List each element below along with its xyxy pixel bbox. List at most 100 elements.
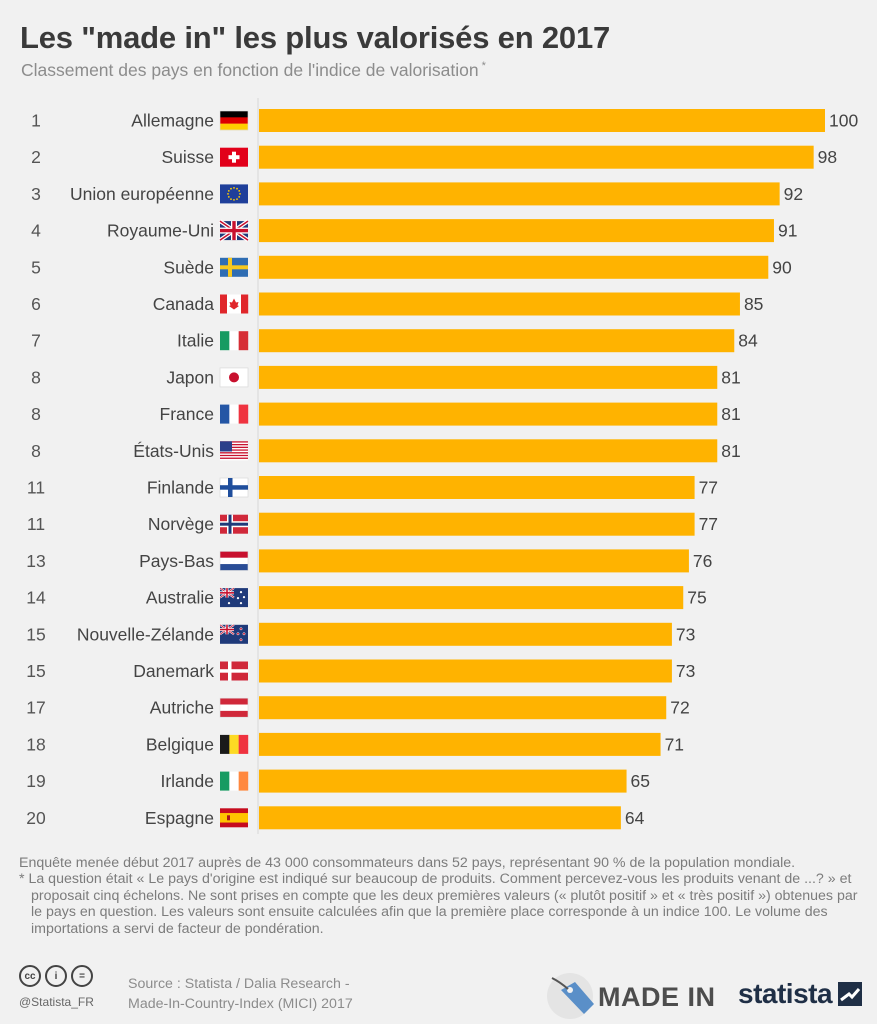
- rank-label: 6: [31, 294, 41, 314]
- bar: [259, 476, 695, 499]
- value-label: 64: [625, 808, 645, 828]
- norway-flag-icon: [220, 514, 248, 534]
- category-label: Autriche: [150, 698, 214, 718]
- value-label: 77: [699, 478, 718, 498]
- source-note: Source : Statista / Dalia Research - Mad…: [128, 974, 353, 1014]
- rank-label: 2: [31, 147, 41, 167]
- rank-label: 8: [31, 441, 41, 461]
- category-label: Japon: [166, 367, 214, 387]
- category-label: Italie: [177, 331, 214, 351]
- category-label: Canada: [153, 294, 215, 314]
- category-label: Irlande: [160, 771, 214, 791]
- category-label: Norvège: [148, 514, 214, 534]
- rank-label: 3: [31, 184, 41, 204]
- rank-label: 11: [27, 514, 45, 534]
- usa-flag-icon: [220, 441, 248, 461]
- bar: [259, 402, 718, 426]
- price-tag-icon: [547, 973, 594, 1019]
- bar: [259, 109, 825, 132]
- new-zealand-flag-icon: [219, 623, 248, 644]
- no-derivatives-icon: =: [71, 965, 93, 987]
- chart-subtitle: Classement des pays en fonction de l'ind…: [21, 60, 486, 81]
- rank-label: 8: [31, 367, 41, 387]
- bar: [259, 255, 769, 279]
- bar: [259, 512, 695, 536]
- rank-label: 17: [26, 698, 45, 718]
- finland-flag-icon: [219, 477, 249, 498]
- category-label: Belgique: [146, 734, 214, 754]
- rank-label: 19: [26, 771, 45, 791]
- value-label: 73: [676, 661, 695, 681]
- value-label: 90: [772, 257, 792, 277]
- rank-label: 14: [26, 588, 46, 608]
- switzerland-flag-icon: [220, 147, 248, 167]
- statista-logo[interactable]: statista: [738, 978, 863, 1010]
- japan-flag-icon: [219, 367, 249, 388]
- netherlands-flag-icon: [219, 551, 249, 571]
- category-label: Pays-Bas: [139, 551, 214, 571]
- creative-commons-icon: cc: [19, 965, 41, 987]
- value-label: 81: [721, 404, 740, 424]
- made-in-label: MADE IN: [598, 982, 716, 1012]
- twitter-handle: @Statista_FR: [19, 995, 94, 1009]
- bar: [259, 439, 718, 463]
- source-line-2: Made-In-Country-Index (MICI) 2017: [128, 996, 353, 1012]
- statista-wordmark: statista: [738, 978, 833, 1009]
- made-in-logo: MADE IN: [546, 968, 716, 1022]
- survey-note: Enquête menée début 2017 auprès de 43 00…: [19, 855, 796, 871]
- value-label: 100: [829, 111, 858, 131]
- statista-mark-icon: [838, 982, 863, 1006]
- spain-flag-icon: [220, 808, 248, 828]
- bar: [259, 622, 672, 646]
- value-label: 73: [676, 624, 695, 644]
- value-label: 98: [818, 147, 837, 167]
- value-label: 72: [670, 698, 689, 718]
- category-label: France: [160, 404, 214, 424]
- bar: [259, 769, 627, 793]
- uk-flag-icon: [218, 219, 250, 242]
- rank-label: 18: [26, 734, 45, 754]
- bar-chart: 1 Allemagne 100 2 Suisse 98 3 Union européenne 9…: [26, 98, 858, 834]
- subtitle-text: Classement des pays en fonction de l'ind…: [21, 60, 479, 80]
- category-label: Suisse: [161, 147, 214, 167]
- footnotes: Enquête menée début 2017 auprès de 43 00…: [19, 855, 867, 937]
- rank-label: 15: [26, 624, 45, 644]
- germany-flag-icon: [219, 110, 249, 131]
- bar: [259, 659, 672, 683]
- value-label: 81: [721, 441, 740, 461]
- eu-flag-icon: [220, 184, 248, 204]
- rank-label: 7: [31, 331, 41, 351]
- category-label: Royaume-Uni: [107, 221, 214, 241]
- rank-label: 11: [27, 478, 45, 498]
- category-label: Union européenne: [70, 184, 214, 204]
- bar: [259, 806, 621, 830]
- bar: [259, 696, 667, 720]
- category-label: Suède: [163, 257, 214, 277]
- value-label: 65: [631, 771, 650, 791]
- value-label: 75: [687, 588, 706, 608]
- category-label: Espagne: [145, 808, 214, 828]
- license-icons: cc i =: [19, 965, 93, 987]
- rank-label: 5: [31, 257, 41, 277]
- bar: [259, 586, 684, 610]
- bar: [259, 365, 718, 389]
- rank-label: 15: [26, 661, 45, 681]
- value-label: 91: [778, 221, 797, 241]
- value-label: 77: [699, 514, 718, 534]
- category-label: Australie: [146, 588, 214, 608]
- attribution-icon: i: [45, 965, 67, 987]
- bar: [259, 292, 740, 316]
- value-label: 81: [721, 367, 740, 387]
- source-line-1: Source : Statista / Dalia Research -: [128, 976, 350, 992]
- rank-label: 20: [26, 808, 46, 828]
- bar: [259, 219, 774, 243]
- category-label: États-Unis: [133, 441, 214, 461]
- value-label: 85: [744, 294, 763, 314]
- chart-title: Les "made in" les plus valorisés en 2017: [20, 20, 611, 55]
- france-flag-icon: [220, 404, 249, 424]
- subtitle-asterisk: *: [481, 60, 486, 73]
- category-label: Danemark: [133, 661, 214, 681]
- value-label: 84: [738, 331, 758, 351]
- denmark-flag-icon: [220, 661, 248, 681]
- category-label: Finlande: [147, 478, 214, 498]
